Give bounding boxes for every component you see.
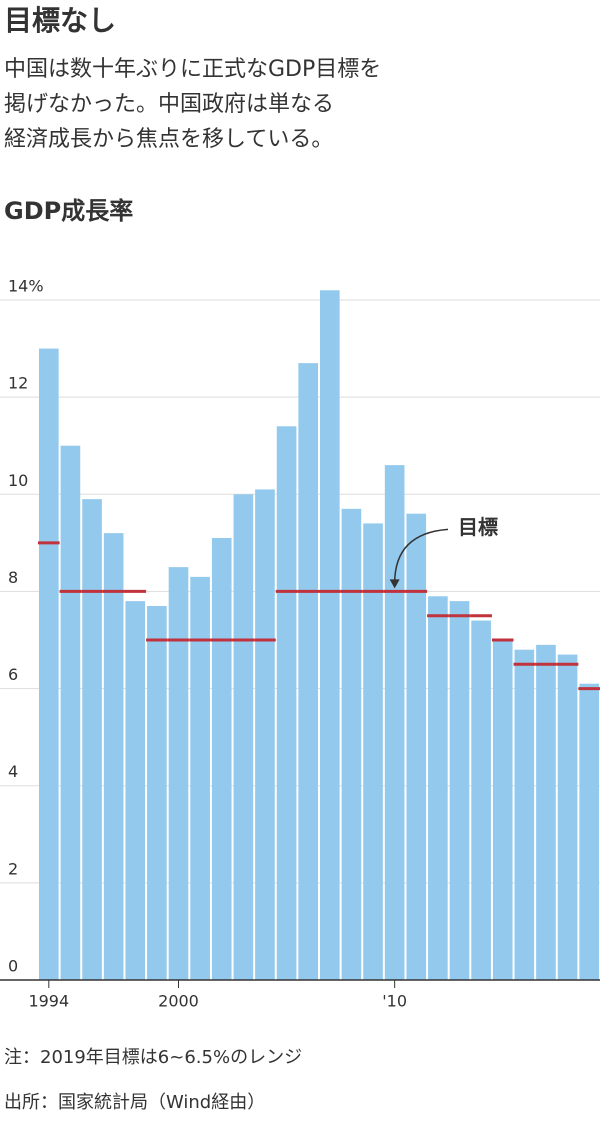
x-tick-label: 1994 [28,992,69,1011]
y-tick-label: 8 [8,568,18,587]
bar [341,508,362,980]
annotation: 目標 [458,515,498,539]
bar [406,513,427,980]
bar [255,489,275,980]
chart-title: 目標なし [4,4,116,37]
bar [168,567,189,980]
x-tick-label: 2000 [158,992,199,1011]
subtitle: 経済成長から焦点を移している。 [4,127,333,152]
bar [579,683,599,980]
subtitle: 中国は数十年ぶりに正式なGDP目標を [4,57,381,82]
bar [557,654,578,980]
bar [514,649,535,980]
bar [384,465,405,981]
source: 出所：国家統計局（Wind経由） [4,1092,265,1113]
chart-subtitle: GDP成長率 [4,197,133,225]
bar [103,533,124,980]
bar [320,290,340,980]
y-tick-label: 6 [8,665,18,684]
x-tick-label: '10 [382,992,407,1011]
bar [471,620,491,980]
bar [60,445,81,980]
subtitle: 掲げなかった。中国政府は単なる [4,92,334,117]
bar [276,426,297,980]
y-tick-label: 2 [8,859,18,878]
bar [449,601,470,980]
bar [298,363,318,981]
y-tick-label: 4 [8,762,18,781]
annotation-arrow [393,528,449,584]
bar [190,576,210,980]
y-tick-label: 0 [8,957,18,976]
arrow-head [389,579,400,589]
bar [428,596,448,980]
bar [39,348,59,981]
y-tick-label: 14% [8,277,44,296]
y-tick-label: 12 [8,374,28,393]
bar [492,640,513,980]
y-tick-label: 10 [8,471,28,490]
bar [233,494,254,980]
bar [125,601,146,980]
bar [147,606,167,980]
note: 注：2019年目標は6~6.5%のレンジ [4,1047,302,1068]
bar [82,499,102,980]
bar [211,538,232,980]
bar [536,644,556,980]
bar [363,523,383,980]
